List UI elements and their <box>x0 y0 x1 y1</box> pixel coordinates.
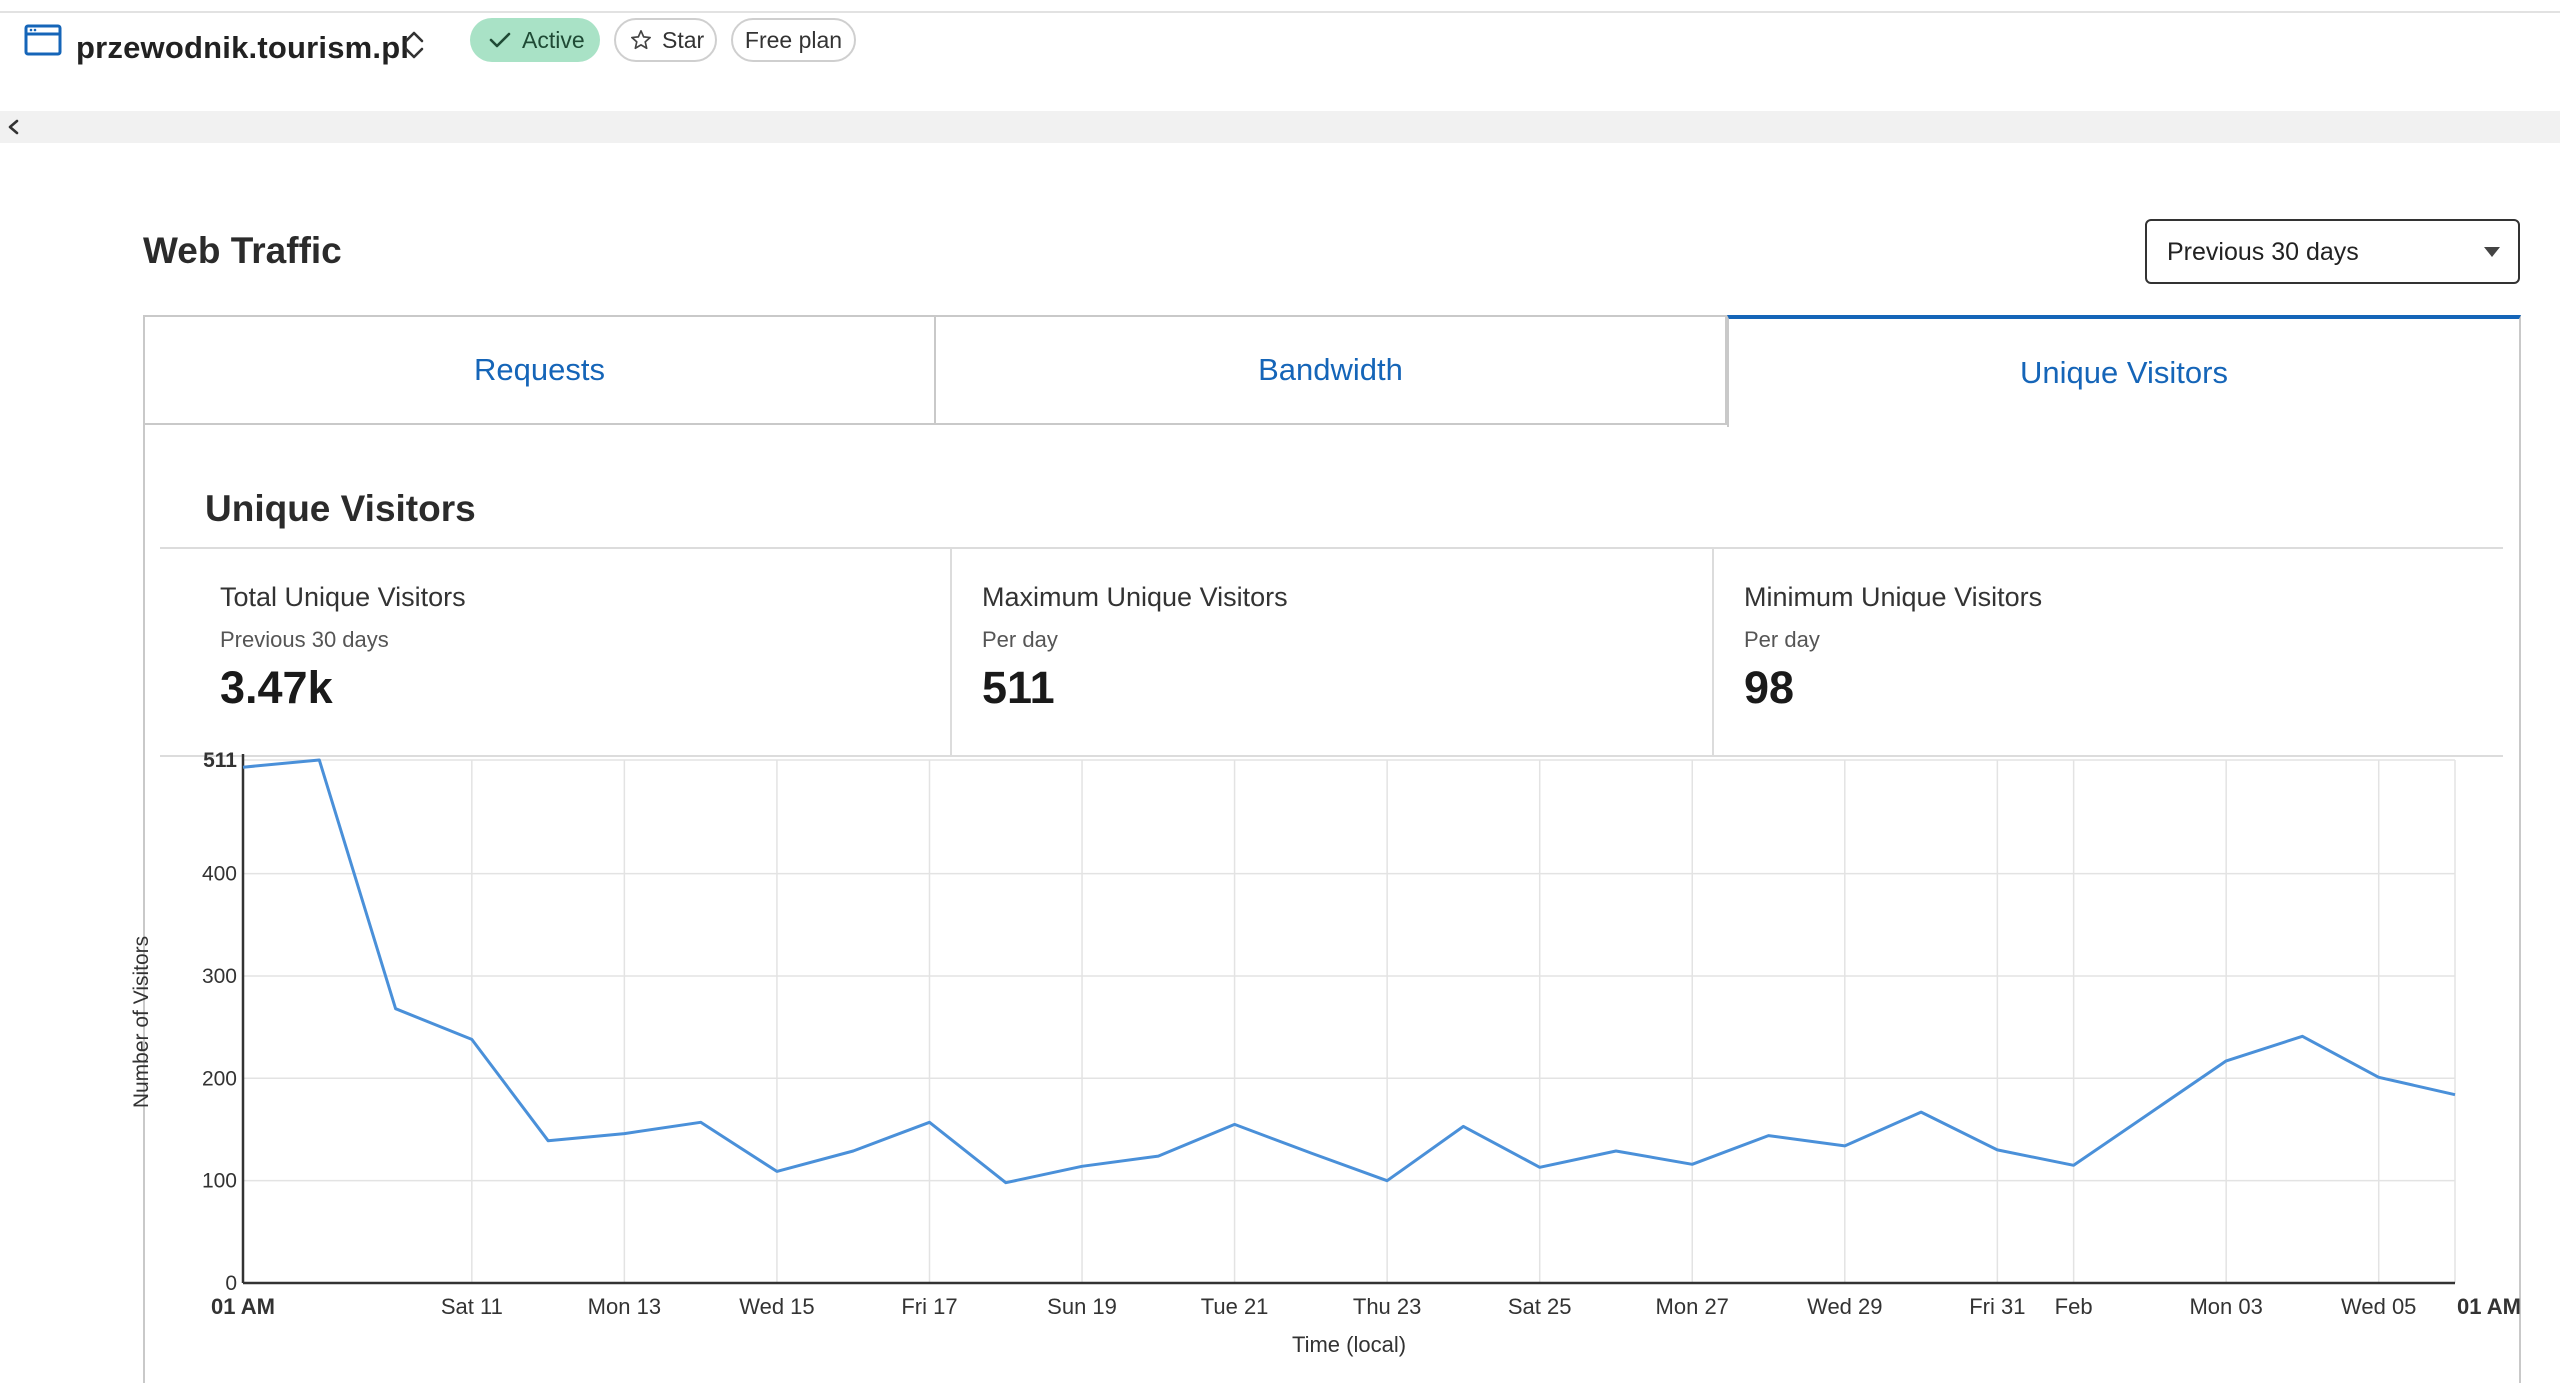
top-border <box>0 11 2560 13</box>
panel-title: Unique Visitors <box>205 488 476 529</box>
stat-label: Minimum Unique Visitors <box>1744 582 2043 612</box>
caret-down-icon <box>2484 247 2500 257</box>
star-icon <box>631 30 651 50</box>
stat-value: 98 <box>1744 662 1795 713</box>
stat-sublabel: Per day <box>1744 627 1820 652</box>
stat-total-unique-visitors: Total Unique Visitors Previous 30 days 3… <box>160 549 952 756</box>
star-button[interactable]: Star <box>614 18 717 62</box>
site-name: przewodnik.tourism.pl <box>76 30 410 65</box>
web-traffic-title: Web Traffic <box>143 230 342 271</box>
plan-badge[interactable]: Free plan <box>731 18 856 62</box>
unique-visitors-panel <box>143 423 2521 1383</box>
traffic-tabs: Requests Bandwidth Unique Visitors <box>143 315 2521 427</box>
stat-value: 511 <box>982 662 1055 713</box>
star-button-label: Star <box>662 26 705 53</box>
stat-label: Maximum Unique Visitors <box>982 582 1288 612</box>
collapse-bar <box>0 111 2560 143</box>
divider <box>160 547 2503 549</box>
tab-bandwidth[interactable]: Bandwidth <box>934 315 1727 425</box>
stat-maximum-unique-visitors: Maximum Unique Visitors Per day 511 <box>952 549 1714 756</box>
tab-requests[interactable]: Requests <box>143 315 936 425</box>
browser-window-icon <box>24 24 62 56</box>
stat-minimum-unique-visitors: Minimum Unique Visitors Per day 98 <box>1714 549 2503 756</box>
status-badge: Active <box>470 18 600 62</box>
check-icon <box>489 32 511 48</box>
stat-label: Total Unique Visitors <box>220 582 466 612</box>
period-select-value: Previous 30 days <box>2167 238 2359 266</box>
stat-sublabel: Per day <box>982 627 1058 652</box>
stat-value: 3.47k <box>220 662 333 713</box>
stat-sublabel: Previous 30 days <box>220 627 389 652</box>
tab-unique-visitors[interactable]: Unique Visitors <box>1727 315 2521 427</box>
period-select[interactable]: Previous 30 days <box>2145 219 2520 284</box>
chevron-up-down-icon[interactable] <box>400 26 428 64</box>
status-badge-label: Active <box>522 26 585 53</box>
divider <box>160 755 2503 757</box>
chevron-left-icon[interactable] <box>4 117 24 137</box>
